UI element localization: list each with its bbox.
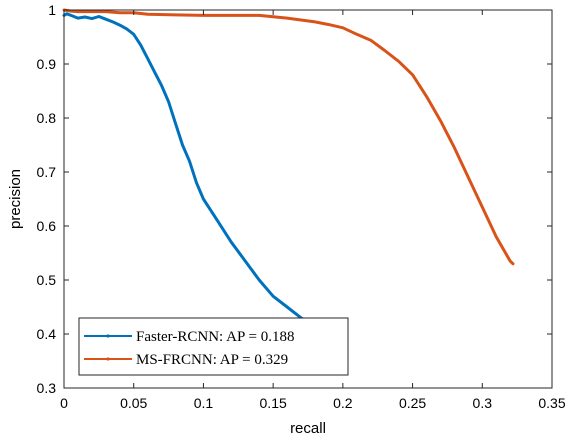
y-tick-label: 0.9 — [37, 56, 57, 72]
x-axis-ticks: 0 0.05 0.1 0.15 0.2 0.25 0.3 0.35 — [60, 10, 566, 411]
x-tick-label: 0.25 — [399, 395, 426, 411]
x-tick-label: 0.3 — [473, 395, 493, 411]
y-tick-label: 0.3 — [37, 380, 57, 396]
x-axis-title: recall — [290, 420, 326, 437]
y-tick-label: 0.6 — [37, 218, 57, 234]
legend: Faster-RCNN: AP = 0.188 MS-FRCNN: AP = 0.… — [78, 317, 349, 376]
x-tick-label: 0.05 — [120, 395, 147, 411]
x-tick-label: 0 — [60, 395, 68, 411]
legend-box — [78, 317, 349, 376]
y-tick-label: 0.7 — [37, 164, 57, 180]
x-tick-label: 0.15 — [260, 395, 287, 411]
y-axis-ticks: 0.3 0.4 0.5 0.6 0.7 0.8 0.9 1 — [37, 2, 552, 396]
x-tick-label: 0.35 — [538, 395, 565, 411]
y-tick-label: 1 — [48, 2, 56, 18]
legend-entries: Faster-RCNN: AP = 0.188 MS-FRCNN: AP = 0.… — [84, 329, 294, 368]
y-axis-title: precision — [7, 169, 24, 229]
y-tick-label: 0.8 — [37, 110, 57, 126]
y-tick-label: 0.4 — [37, 326, 57, 342]
series-line-2 — [62, 8, 515, 266]
legend-marker-2 — [106, 357, 110, 361]
series-line-1 — [62, 12, 311, 325]
x-tick-label: 0.1 — [194, 395, 214, 411]
legend-marker-1 — [106, 334, 110, 338]
plot-frame — [63, 9, 553, 389]
y-tick-label: 0.5 — [37, 272, 57, 288]
x-tick-label: 0.2 — [333, 395, 353, 411]
legend-label-2: MS-FRCNN: AP = 0.329 — [136, 352, 288, 368]
legend-label-1: Faster-RCNN: AP = 0.188 — [136, 329, 294, 345]
series-layer — [62, 8, 515, 325]
